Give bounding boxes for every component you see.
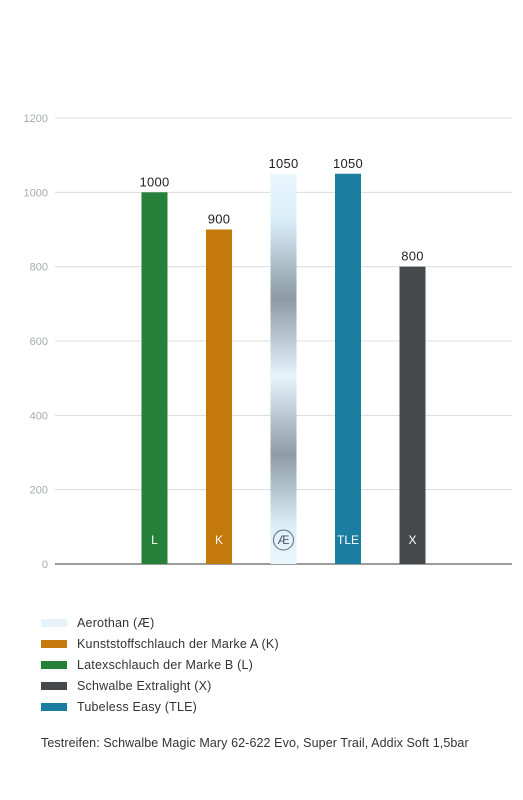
bar-L — [141, 192, 168, 565]
aerothan-badge-circle — [273, 529, 294, 551]
data-label: 900 — [208, 212, 231, 227]
y-tick-label: 400 — [30, 410, 48, 422]
legend-label: Latexschlauch der Marke B (L) — [77, 657, 254, 672]
legend-swatch — [41, 702, 67, 711]
footnote: Testreifen: Schwalbe Magic Mary 62-622 E… — [41, 736, 469, 750]
data-label: 1050 — [268, 156, 298, 171]
legend-item-kunststoff: Kunststoffschlauch der Marke A (K) — [41, 633, 279, 654]
legend-item-aerothan: Aerothan (Æ) — [41, 612, 279, 633]
legend-label: Schwalbe Extralight (X) — [77, 678, 212, 693]
legend-label: Aerothan (Æ) — [77, 615, 155, 630]
legend-label: Tubeless Easy (TLE) — [77, 699, 198, 714]
category-label: TLE — [337, 533, 359, 547]
legend-swatch — [41, 660, 67, 669]
legend-swatch — [41, 618, 67, 627]
y-tick-label: 1200 — [24, 113, 48, 125]
legend-item-latex: Latexschlauch der Marke B (L) — [41, 654, 279, 675]
bar-chart: 0 200 400 600 800 1000 1200 1000 L 900 K 1050 Æ 1050… — [24, 113, 512, 571]
category-label: K — [215, 533, 223, 547]
legend-item-tubeless: Tubeless Easy (TLE) — [41, 696, 279, 717]
y-tick-label: 0 — [42, 559, 48, 571]
y-tick-label: 200 — [30, 485, 48, 497]
bar-K — [206, 229, 232, 564]
data-label: 1000 — [139, 174, 169, 189]
data-label: 1050 — [333, 156, 363, 171]
y-tick-label: 800 — [30, 262, 48, 274]
legend-swatch — [41, 681, 67, 690]
legend-swatch — [41, 639, 67, 648]
category-label: L — [151, 533, 158, 547]
legend-label: Kunststoffschlauch der Marke A (K) — [77, 636, 279, 651]
bar-TLE — [335, 173, 361, 564]
category-label: Æ — [278, 533, 290, 547]
bar-X — [399, 266, 426, 564]
bar-Æ — [270, 173, 297, 564]
category-label: X — [408, 533, 416, 547]
legend-item-extralight: Schwalbe Extralight (X) — [41, 675, 279, 696]
legend: Aerothan (Æ) Kunststoffschlauch der Mark… — [41, 612, 279, 717]
data-label: 800 — [401, 249, 424, 264]
y-tick-label: 600 — [30, 336, 48, 348]
y-tick-label: 1000 — [24, 187, 48, 199]
